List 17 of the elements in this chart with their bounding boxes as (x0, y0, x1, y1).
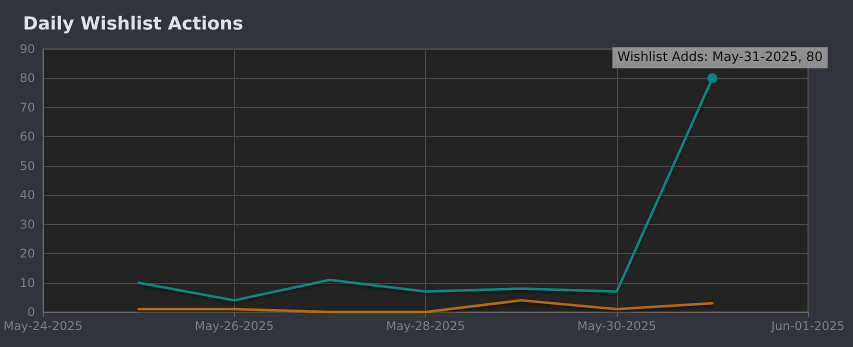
chart-title: Daily Wishlist Actions (23, 14, 244, 34)
x-tick-label: May-26-2025 (194, 319, 274, 333)
y-tick-label: 80 (20, 71, 35, 86)
y-tick-label: 30 (20, 217, 35, 232)
annotation: Wishlist Adds: May-31-2025, 80 (617, 50, 823, 66)
x-tick-label: Jun-01-2025 (770, 319, 845, 333)
y-tick-label: 20 (20, 246, 35, 261)
y-tick-label: 50 (20, 158, 35, 173)
y-tick-label: 0 (27, 305, 35, 319)
y-tick-label: 90 (20, 42, 35, 56)
y-tick-label: 70 (20, 100, 35, 114)
x-tick-label: May-30-2025 (577, 319, 656, 333)
x-tick-label: May-24-2025 (3, 319, 83, 333)
y-tick-label: 60 (20, 130, 35, 144)
y-tick-label: 10 (20, 276, 35, 290)
x-tick-label: May-28-2025 (386, 319, 466, 333)
y-tick-label: 40 (20, 188, 35, 202)
